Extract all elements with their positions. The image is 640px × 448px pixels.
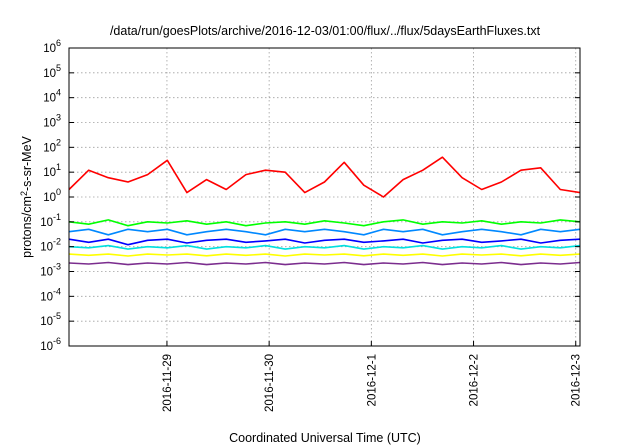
x-tick-label: 2016-12-1	[366, 354, 378, 406]
y-tick-label: 101	[43, 162, 61, 179]
svg-text:protons/cm2-s-sr-MeV: protons/cm2-s-sr-MeV	[19, 135, 34, 257]
y-tick-label: 10-2	[40, 237, 61, 254]
series-line-3	[68, 228, 581, 236]
series-line-6	[68, 253, 581, 257]
x-axis-label: Coordinated Universal Time (UTC)	[229, 431, 421, 445]
x-tick-label: 2016-12-3	[571, 354, 583, 406]
y-tick-label: 10-4	[40, 286, 61, 303]
y-tick-label: 10-5	[40, 311, 61, 328]
x-tick-label: 2016-11-30	[264, 354, 276, 412]
y-axis: 10-6 10-5 10-4 10-3 10-2 10-1 100 101 102 103 104 1…	[40, 38, 580, 353]
series-line-4	[68, 238, 581, 246]
series-line-1	[68, 156, 581, 198]
x-axis: 2016-11-29 2016-11-30 2016-12-1 2016-12-2 20…	[162, 341, 583, 412]
series-line-2	[68, 219, 581, 227]
grid	[69, 48, 580, 346]
x-tick-label: 2016-11-29	[162, 354, 174, 412]
y-tick-label: 106	[43, 38, 61, 55]
series-line-7	[68, 261, 581, 266]
y-tick-label: 104	[43, 88, 61, 105]
y-tick-label: 10-6	[40, 336, 61, 353]
y-tick-label: 102	[43, 137, 61, 154]
y-tick-label: 10-3	[40, 262, 61, 279]
y-tick-label: 100	[43, 187, 61, 204]
x-tick-label: 2016-12-2	[469, 354, 481, 406]
series-group	[68, 156, 581, 266]
series-line-5	[68, 244, 581, 250]
y-axis-label: protons/cm2-s-sr-MeV	[19, 135, 34, 257]
chart-title: /data/run/goesPlots/archive/2016-12-03/0…	[110, 24, 541, 38]
y-tick-label: 103	[43, 113, 61, 130]
y-tick-label: 10-1	[40, 212, 61, 229]
y-tick-label: 105	[43, 63, 61, 80]
